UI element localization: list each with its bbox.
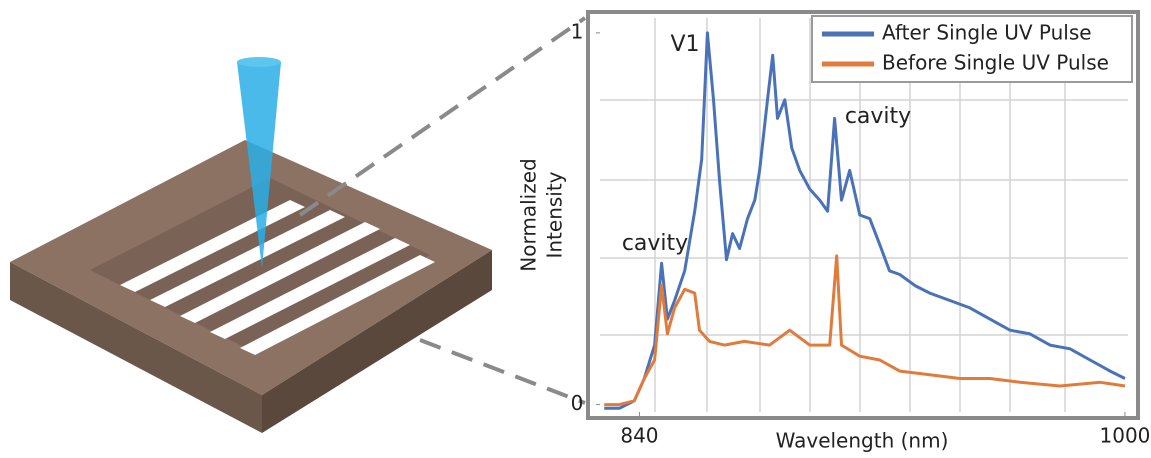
y-axis-label: Normalized [517, 158, 541, 271]
legend-box [811, 15, 1133, 83]
y-tick-label: 1 [571, 19, 584, 43]
chip-right-side [262, 250, 492, 433]
series-line [604, 31, 1126, 410]
annotation: V1 [670, 32, 699, 57]
device-illustration [10, 57, 492, 433]
zoom-line [419, 338, 586, 405]
series-line [604, 254, 1126, 407]
laser-beam-top [237, 57, 281, 67]
zoom-line [298, 16, 587, 217]
x-tick-label: 840 [620, 424, 658, 448]
plot-frame [586, 10, 1140, 420]
x-tick-label: 1000 [1100, 424, 1151, 448]
chip-left-side [10, 262, 262, 433]
slot [210, 238, 410, 339]
annotation: cavity [845, 104, 911, 129]
slot [180, 222, 380, 323]
chip-recess [90, 178, 430, 350]
legend-label: After Single UV Pulse [882, 21, 1092, 45]
laser-beam [237, 62, 281, 268]
legend-label: Before Single UV Pulse [882, 51, 1109, 75]
x-axis-label: Wavelength (nm) [776, 429, 949, 453]
plot [604, 31, 1126, 410]
y-tick-label: 0 [571, 391, 584, 415]
slot [240, 255, 435, 355]
y-axis-label: Intensity [543, 171, 567, 258]
slot [150, 210, 345, 307]
annotation: cavity [622, 231, 688, 256]
